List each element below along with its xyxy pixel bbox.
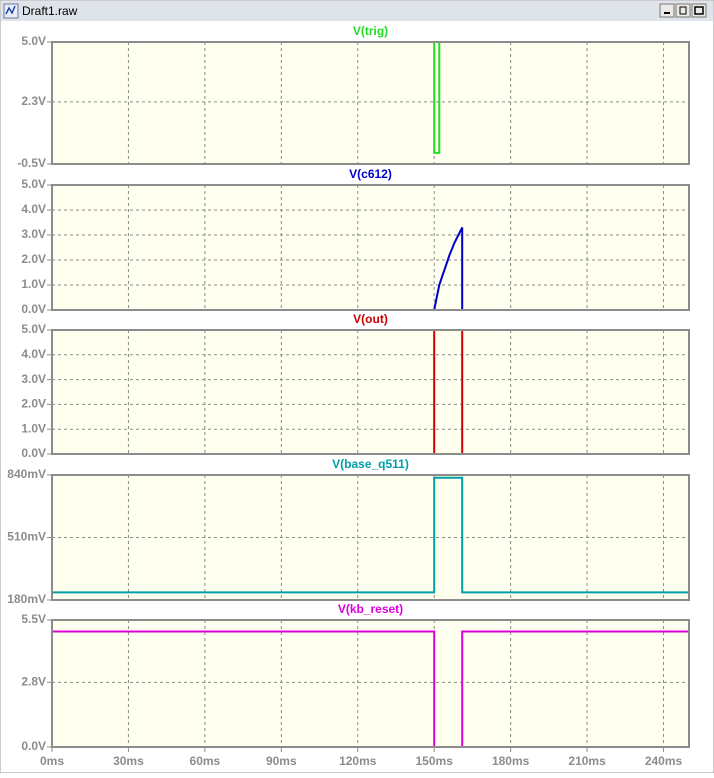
x-tick-label: 120ms xyxy=(339,754,377,768)
y-tick-label: 4.0V xyxy=(21,202,46,216)
y-tick-label: 5.0V xyxy=(21,177,46,191)
maximize-glyph xyxy=(694,6,704,15)
y-tick-label: 0.0V xyxy=(21,739,46,753)
y-tick-label: 510mV xyxy=(7,530,46,544)
plot-border xyxy=(51,329,690,455)
y-tick-label: 840mV xyxy=(7,467,46,481)
plot-area xyxy=(52,185,689,310)
trace-label: V(out) xyxy=(353,312,388,326)
y-tick-label: -0.5V xyxy=(17,156,46,170)
x-tick-label: 240ms xyxy=(645,754,683,768)
x-tick-label: 0ms xyxy=(40,754,64,768)
trace-label: V(trig) xyxy=(353,24,388,38)
trace-label: V(base_q511) xyxy=(332,457,409,471)
y-tick-label: 2.0V xyxy=(21,397,46,411)
y-tick-label: 2.3V xyxy=(21,94,46,108)
y-tick-label: 1.0V xyxy=(21,277,46,291)
restore-glyph xyxy=(679,6,687,15)
plot-area xyxy=(52,42,689,164)
y-tick-label: 3.0V xyxy=(21,372,46,386)
x-tick-label: 210ms xyxy=(568,754,606,768)
y-tick-label: 5.0V xyxy=(21,322,46,336)
y-tick-label: 4.0V xyxy=(21,347,46,361)
plot-area xyxy=(52,620,689,747)
trace-label: V(c612) xyxy=(349,167,392,181)
plot-border xyxy=(51,619,690,748)
plot-area xyxy=(52,330,689,454)
y-tick-label: 5.0V xyxy=(21,34,46,48)
window-title: Draft1.raw xyxy=(22,4,78,18)
trace xyxy=(52,476,689,594)
y-tick-label: 2.8V xyxy=(21,675,46,689)
maximize-button[interactable] xyxy=(691,3,707,18)
restore-button[interactable] xyxy=(675,3,691,18)
x-tick-label: 30ms xyxy=(113,754,144,768)
trace xyxy=(52,227,689,311)
y-tick-label: 0.0V xyxy=(21,446,46,460)
icon-glyph xyxy=(5,5,16,15)
minimize-button[interactable] xyxy=(659,3,675,18)
y-tick-label: 2.0V xyxy=(21,252,46,266)
y-tick-label: 0.0V xyxy=(21,302,46,316)
title-bar xyxy=(1,1,713,21)
y-tick-label: 1.0V xyxy=(21,421,46,435)
plot-border xyxy=(51,41,690,165)
plot-border xyxy=(51,474,690,601)
x-tick-label: 180ms xyxy=(492,754,530,768)
x-tick-label: 150ms xyxy=(416,754,454,768)
y-tick-label: 180mV xyxy=(7,592,46,606)
y-tick-label: 3.0V xyxy=(21,227,46,241)
x-tick-label: 60ms xyxy=(190,754,221,768)
y-tick-label: 5.5V xyxy=(21,612,46,626)
x-tick-label: 90ms xyxy=(266,754,297,768)
plot-border xyxy=(51,184,690,311)
trace-label: V(kb_reset) xyxy=(338,602,403,616)
